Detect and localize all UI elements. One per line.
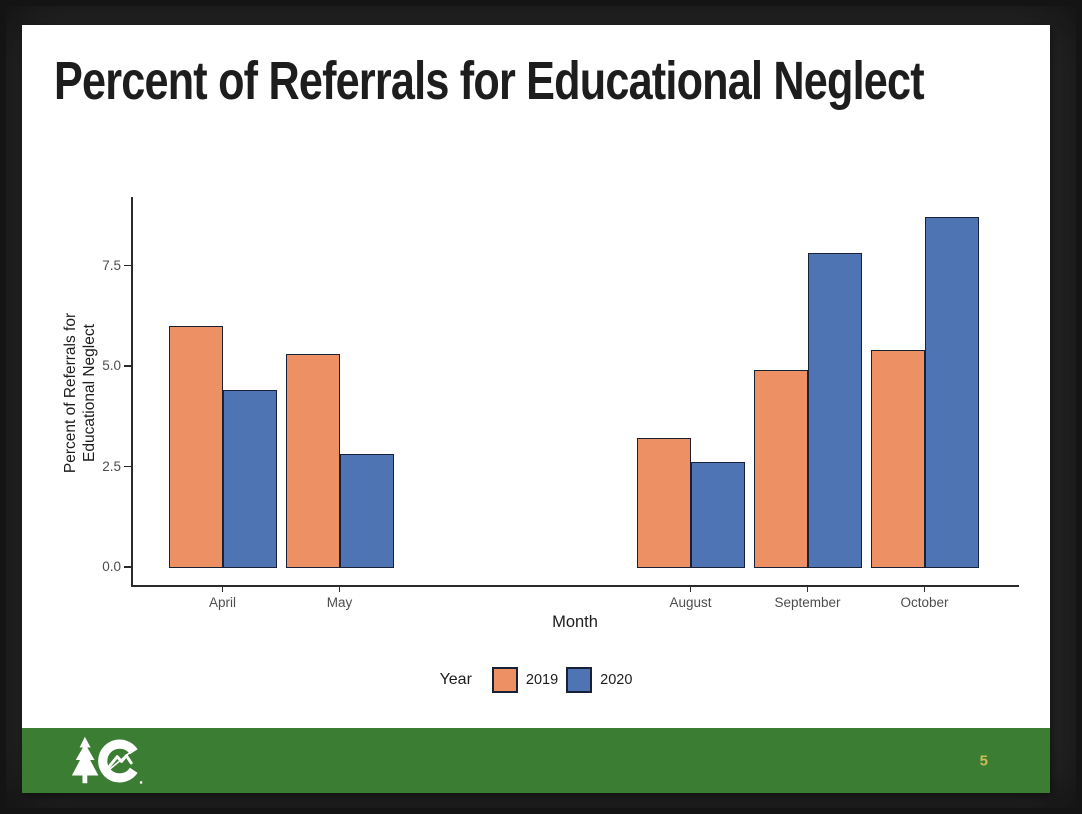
x-tick-mark	[221, 586, 224, 592]
bar-2020-september	[807, 253, 862, 568]
x-tick-label: May	[326, 595, 353, 610]
legend-items: 2019 2020	[484, 667, 632, 693]
y-axis-line	[131, 197, 133, 587]
x-tick-mark	[689, 586, 692, 592]
y-tick-mark	[124, 566, 131, 568]
logo-tm-mark	[139, 781, 143, 784]
footer-bar: 5	[22, 728, 1050, 793]
legend-item-2020: 2020	[566, 667, 632, 693]
colorado-logo	[71, 736, 143, 784]
bar-2019-august	[636, 438, 691, 568]
chart-legend: Year 2019 2020	[22, 665, 1050, 695]
bar-2019-september	[753, 370, 808, 568]
bar-2019-april	[168, 325, 223, 568]
logo-mountains-icon	[107, 754, 133, 769]
bar-2019-october	[870, 349, 925, 568]
logo-c-icon	[98, 739, 142, 783]
y-axis-title-line2: Educational Neglect	[81, 324, 98, 462]
x-tick-mark	[806, 586, 809, 592]
bar-2020-april	[222, 390, 277, 568]
x-tick-label: April	[208, 595, 236, 610]
x-tick-label: October	[900, 595, 949, 610]
legend-item-2019: 2019	[491, 667, 559, 693]
y-tick-label: 0.0	[102, 559, 121, 574]
page-number: 5	[979, 752, 988, 769]
logo-slope-icon	[107, 750, 132, 772]
y-tick-mark	[124, 365, 131, 367]
logo-tree-icon	[71, 736, 99, 784]
legend-swatch-2020	[566, 667, 593, 693]
y-axis-title: Percent of Referrals for Educational Neg…	[61, 313, 99, 473]
bar-chart: 0.0 2.5 5.0 7.5 April May August September Octob…	[22, 25, 1050, 793]
y-tick-mark	[124, 264, 131, 267]
y-tick-label: 5.0	[102, 358, 121, 373]
y-tick-mark	[124, 465, 131, 468]
slide-title: Percent of Referrals for Educational Neg…	[54, 51, 925, 111]
y-axis-title-line1: Percent of Referrals for	[62, 312, 79, 474]
x-axis-title: Month	[552, 613, 598, 631]
legend-swatch-2019	[491, 667, 518, 693]
bar-2020-october	[924, 217, 979, 568]
x-axis-line	[131, 585, 1019, 587]
presentation-slide: Percent of Referrals for Educational Neg…	[22, 25, 1050, 793]
bar-2019-may	[285, 353, 340, 568]
bar-2020-august	[690, 462, 745, 568]
legend-label-2019: 2019	[525, 672, 559, 688]
legend-label-2020: 2020	[600, 672, 633, 688]
y-tick-label: 7.5	[102, 257, 121, 273]
bar-2020-may	[339, 454, 394, 568]
x-tick-label: September	[774, 595, 841, 610]
x-tick-mark	[338, 586, 341, 592]
y-tick-label: 2.5	[102, 458, 121, 474]
x-tick-mark	[923, 586, 926, 592]
legend-title: Year	[439, 671, 472, 688]
x-tick-label: August	[669, 595, 712, 610]
